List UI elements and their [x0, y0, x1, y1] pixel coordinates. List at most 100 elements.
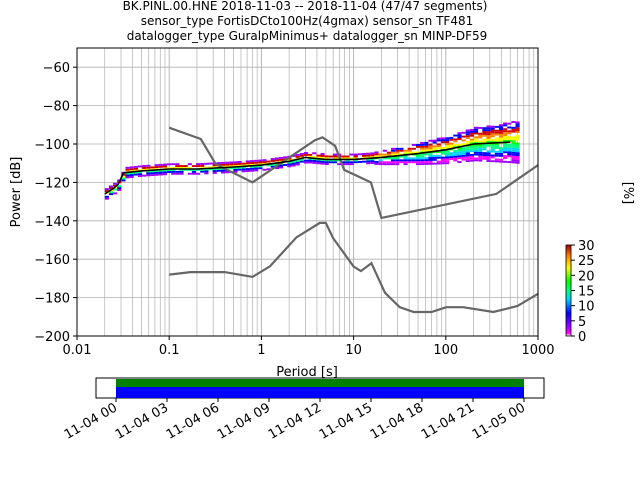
pdf-cell	[511, 147, 516, 150]
pdf-cell	[461, 139, 466, 142]
pdf-cell	[507, 161, 512, 164]
pdf-cell	[179, 172, 184, 175]
pdf-cell	[378, 163, 383, 166]
pdf-cell	[436, 139, 441, 142]
pdf-cell	[444, 162, 450, 165]
coverage-tick-label: 11-04 18	[368, 400, 426, 442]
pdf-cell	[490, 125, 495, 128]
pdf-cell	[407, 159, 412, 162]
pdf-cell	[262, 159, 267, 162]
pdf-cell	[391, 149, 396, 152]
pdf-cell	[295, 155, 300, 158]
pdf-cell	[208, 162, 213, 165]
pdf-cell	[486, 127, 491, 130]
pdf-cell	[204, 170, 209, 173]
pdf-cell	[486, 156, 491, 159]
pdf-cell	[515, 146, 520, 149]
coverage-tick-label: 11-04 03	[113, 400, 171, 442]
pdf-cell	[241, 168, 246, 171]
pdf-cell	[175, 170, 180, 173]
pdf-cell	[420, 157, 425, 160]
pdf-cell	[382, 161, 387, 164]
pdf-cell	[399, 161, 404, 164]
pdf-cell	[482, 140, 487, 143]
pdf-cell	[162, 171, 167, 174]
pdf-cell	[341, 161, 346, 164]
pdf-cell	[482, 155, 487, 158]
pdf-cell	[515, 123, 520, 126]
pdf-cell	[465, 146, 470, 149]
pdf-cell	[125, 172, 130, 175]
pdf-cell	[150, 166, 155, 169]
pdf-cell	[474, 136, 479, 139]
pdf-cell	[449, 138, 454, 141]
pdf-cell	[411, 151, 416, 154]
pdf-cell	[478, 150, 483, 152]
pdf-cell	[212, 171, 217, 174]
pdf-cell	[486, 133, 491, 136]
pdf-cell	[279, 164, 284, 167]
pdf-cell	[283, 156, 288, 159]
pdf-cell	[415, 151, 421, 154]
pdf-cell	[498, 124, 504, 127]
pdf-cell	[113, 184, 118, 187]
pdf-cell	[482, 157, 487, 160]
pdf-cell	[453, 159, 458, 162]
pdf-cell	[208, 168, 213, 171]
pdf-cell	[444, 143, 450, 145]
pdf-cell	[411, 147, 416, 150]
pdf-cell	[482, 152, 487, 155]
pdf-cell	[133, 173, 138, 176]
pdf-cell	[490, 144, 495, 147]
pdf-cell	[469, 144, 475, 147]
pdf-cell	[125, 166, 130, 169]
pdf-cell	[399, 159, 404, 162]
pdf-cell	[490, 139, 495, 142]
pdf-cell	[270, 165, 275, 168]
mode-curve	[104, 141, 511, 195]
pdf-cell	[196, 163, 201, 166]
pdf-cell	[494, 129, 499, 132]
pdf-cell	[428, 145, 433, 148]
pdf-cell	[486, 136, 491, 139]
pdf-cell	[420, 149, 425, 152]
y-tick-label: −140	[34, 215, 70, 230]
pdf-cell	[461, 156, 466, 159]
pdf-cell	[511, 142, 516, 145]
pdf-cell	[378, 153, 383, 156]
pdf-cell	[361, 153, 367, 155]
pdf-cell	[216, 167, 221, 170]
pdf-cell	[399, 155, 404, 158]
coverage-tick-label: 11-04 12	[266, 400, 324, 442]
y-tick-label: −80	[43, 100, 70, 115]
pdf-cell	[507, 155, 512, 158]
pdf-cell	[162, 169, 167, 172]
pdf-cell	[465, 140, 470, 143]
pdf-cell	[399, 147, 404, 150]
pdf-cell	[482, 134, 487, 137]
pdf-cell	[436, 143, 441, 146]
pdf-cell	[420, 145, 425, 148]
pdf-cell	[474, 147, 479, 150]
pdf-cell	[258, 161, 263, 164]
pdf-cell	[158, 163, 163, 166]
pdf-cell	[212, 164, 217, 167]
pdf-cell	[511, 126, 516, 129]
pdf-cell	[146, 170, 151, 173]
pdf-cell	[175, 165, 180, 168]
pdf-cell	[299, 158, 304, 161]
pdf-cell	[457, 136, 462, 138]
pdf-cell	[117, 185, 122, 188]
pdf-cell	[171, 167, 176, 169]
pdf-cell	[166, 171, 172, 173]
pdf-cell	[461, 158, 466, 161]
pdf-cell	[515, 161, 520, 164]
pdf-cell	[403, 149, 408, 152]
pdf-cell	[349, 157, 354, 160]
pdf-cell	[444, 154, 450, 157]
pdf-cell	[486, 150, 491, 153]
pdf-cell	[366, 160, 371, 163]
pdf-cell	[146, 168, 151, 171]
pdf-cell	[515, 154, 520, 157]
